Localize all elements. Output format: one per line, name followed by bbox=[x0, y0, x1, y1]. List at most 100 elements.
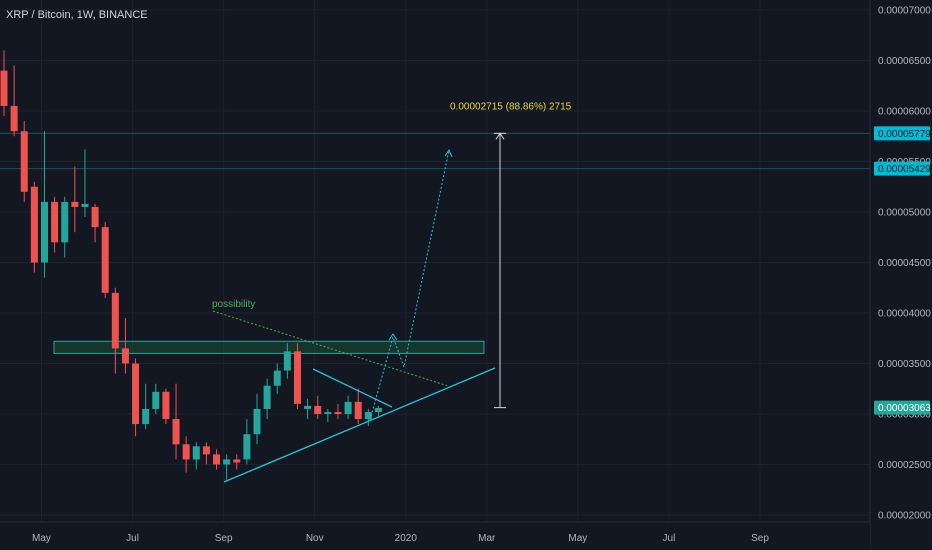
candle-body bbox=[263, 385, 271, 409]
time-tick-label: Sep bbox=[751, 533, 769, 544]
candle bbox=[20, 121, 28, 202]
candle bbox=[263, 378, 271, 420]
candle bbox=[293, 343, 301, 409]
candle-body bbox=[334, 411, 342, 414]
price-tick-label: 0.00002500 bbox=[878, 460, 931, 471]
candle bbox=[253, 393, 261, 445]
price-tick-label: 0.00003500 bbox=[878, 359, 931, 370]
price-tick-label: 0.00007000 bbox=[878, 6, 931, 17]
candle-body bbox=[30, 186, 38, 263]
price-tick-label: 0.00004500 bbox=[878, 258, 931, 269]
time-tick-label: May bbox=[32, 533, 51, 544]
candle-body bbox=[172, 419, 180, 445]
price-tick-label: 0.00002000 bbox=[878, 511, 931, 522]
time-tick-label: Nov bbox=[306, 533, 324, 544]
time-tick-label: Jul bbox=[663, 533, 676, 544]
candle-body bbox=[283, 351, 291, 371]
candle-body bbox=[111, 292, 119, 349]
measure-label: 0.00002715 (88.86%) 2715 bbox=[450, 101, 572, 112]
price-badge-label: 0.00005779 bbox=[878, 129, 931, 140]
projection-arrow-mid bbox=[388, 333, 398, 341]
candle bbox=[324, 408, 332, 423]
candle-body bbox=[0, 70, 8, 106]
candle-body bbox=[364, 411, 372, 420]
time-tick-label: Jul bbox=[126, 533, 139, 544]
candle bbox=[172, 383, 180, 460]
symbol-title: XRP / Bitcoin, 1W, BINANCE bbox=[6, 9, 148, 21]
candle bbox=[81, 149, 89, 218]
candle bbox=[273, 363, 281, 394]
candle bbox=[334, 403, 342, 420]
price-badge[interactable] bbox=[874, 161, 930, 176]
possibility-line[interactable] bbox=[212, 310, 449, 387]
candle bbox=[30, 181, 38, 273]
candle-body bbox=[142, 408, 150, 425]
candle-body bbox=[81, 203, 89, 207]
measure-arrow bbox=[495, 132, 505, 140]
candle-body bbox=[61, 201, 69, 243]
candle-body bbox=[243, 434, 251, 460]
candle-body bbox=[182, 444, 190, 460]
candle-body bbox=[40, 201, 48, 263]
resistance-zone[interactable] bbox=[53, 340, 485, 354]
horizontal-levels[interactable] bbox=[0, 132, 870, 170]
candle-body bbox=[213, 454, 221, 465]
candle-body bbox=[233, 459, 241, 463]
candle-body bbox=[192, 446, 200, 460]
candle bbox=[182, 436, 190, 473]
candle bbox=[202, 442, 210, 465]
candle-body bbox=[223, 459, 231, 465]
price-badge[interactable] bbox=[874, 126, 930, 141]
price-tick-label: 0.00005000 bbox=[878, 208, 931, 219]
candle-body bbox=[354, 401, 362, 420]
time-tick-label: Mar bbox=[478, 533, 496, 544]
candle bbox=[213, 449, 221, 470]
candle-body bbox=[132, 363, 140, 425]
candle-body bbox=[253, 408, 261, 435]
candle bbox=[304, 398, 312, 420]
candle bbox=[0, 50, 8, 117]
price-tick-label: 0.00006000 bbox=[878, 107, 931, 118]
candle bbox=[101, 222, 109, 298]
candle-body bbox=[304, 405, 312, 409]
candle-body bbox=[273, 370, 281, 386]
candle bbox=[61, 196, 69, 258]
price-badge[interactable] bbox=[874, 400, 930, 415]
time-tick-label: May bbox=[568, 533, 587, 544]
drawings[interactable]: possibility 0.00002715 (88.86%) 2715 bbox=[212, 101, 572, 483]
candle bbox=[51, 196, 59, 253]
candle bbox=[152, 383, 160, 414]
candle bbox=[243, 419, 251, 465]
candle bbox=[40, 131, 48, 278]
candle bbox=[283, 343, 291, 379]
candle-body bbox=[121, 348, 129, 364]
candle-body bbox=[71, 201, 79, 207]
time-axis[interactable]: May Jul Sep Nov 2020 Mar May Jul Sep bbox=[0, 521, 870, 550]
candle bbox=[364, 408, 372, 427]
candle bbox=[354, 388, 362, 425]
candle bbox=[233, 454, 241, 470]
ascending-trendline[interactable] bbox=[223, 367, 496, 483]
time-tick-label: 2020 bbox=[395, 533, 418, 544]
candle-body bbox=[91, 206, 99, 228]
candle-body bbox=[324, 411, 332, 414]
candle-body bbox=[293, 351, 301, 404]
candle-body bbox=[314, 405, 322, 414]
candle-body bbox=[202, 446, 210, 455]
possibility-label: possibility bbox=[212, 299, 255, 310]
projection-arrow-top bbox=[444, 148, 453, 158]
candle bbox=[91, 203, 99, 243]
candle bbox=[111, 287, 119, 374]
price-axis-bg bbox=[870, 0, 932, 550]
candle-body bbox=[51, 201, 59, 243]
zone-rect[interactable] bbox=[53, 340, 485, 354]
price-axis[interactable]: 0.000070000.000065000.000060000.00005500… bbox=[869, 0, 932, 550]
triangle-upper-line[interactable] bbox=[312, 368, 393, 408]
candle bbox=[314, 395, 322, 420]
candle bbox=[374, 405, 382, 417]
price-badge-label: 0.00005429 bbox=[878, 164, 931, 175]
price-tick-label: 0.00004000 bbox=[878, 309, 931, 320]
candle bbox=[162, 388, 170, 425]
projection-path[interactable] bbox=[369, 149, 450, 421]
